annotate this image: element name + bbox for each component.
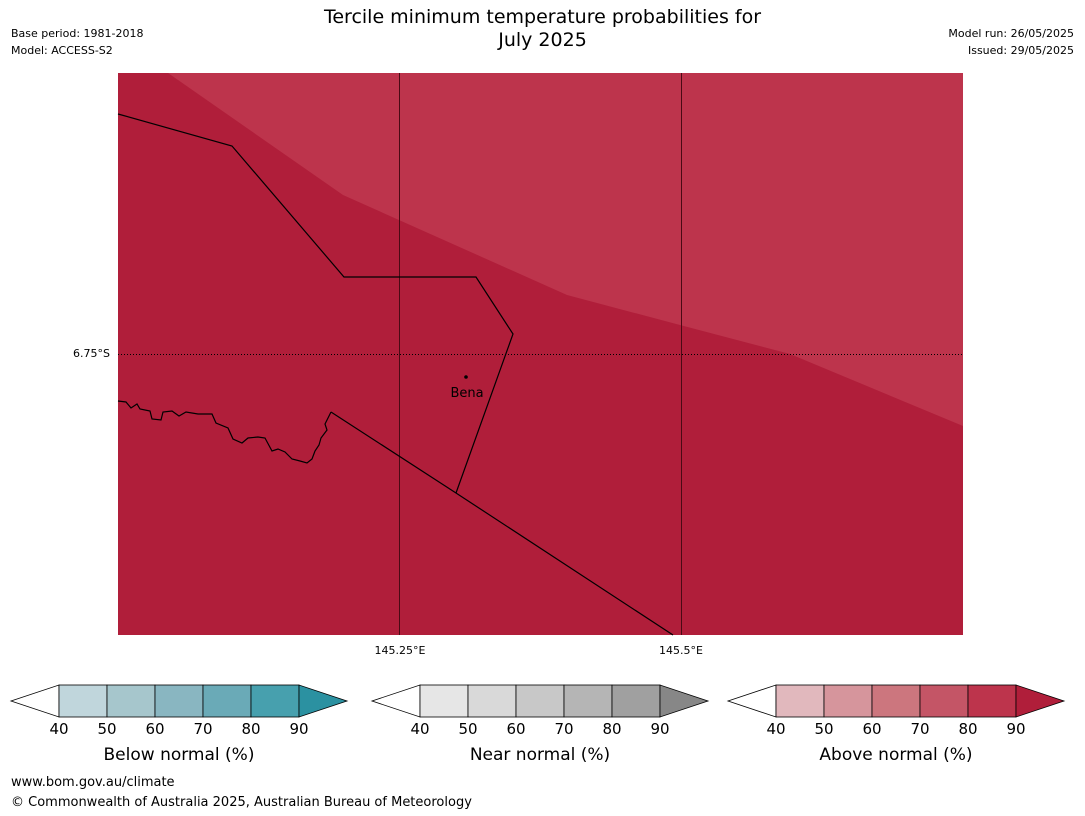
issued-text: Issued: 29/05/2025 (967, 44, 1074, 57)
colorbar-segment (967, 684, 1017, 718)
colorbar-tick-label: 60 (506, 720, 526, 738)
colorbar-high-extension (298, 684, 349, 718)
colorbar-segment (515, 684, 565, 718)
colorbar-tick-label: 70 (910, 720, 930, 738)
colorbar-segment (154, 684, 204, 718)
chart-title: Tercile minimum temperature probabilitie… (0, 6, 1085, 52)
colorbar-tick-label: 40 (410, 720, 430, 738)
bena-label: Bena (450, 386, 484, 401)
map-fill-above-70-80 (168, 73, 963, 426)
province-border-south (330, 411, 674, 636)
colorbar-segment (871, 684, 921, 718)
latitude-label: 6.75°S (73, 347, 110, 360)
colorbar-above-normal (726, 684, 1066, 718)
probability-map (117, 73, 963, 636)
colorbar-label-below: Below normal (%) (103, 745, 255, 765)
colorbar-segment (823, 684, 873, 718)
colorbar-tick-label: 70 (554, 720, 574, 738)
colorbar-near-normal (370, 684, 710, 718)
longitude-label-145-25: 145.25°E (374, 644, 426, 657)
colorbar-tick-label: 90 (650, 720, 670, 738)
colorbar-tick-label: 50 (814, 720, 834, 738)
colorbar-low-extension (726, 684, 777, 718)
colorbar-tick-label: 80 (241, 720, 261, 738)
colorbar-label-near: Near normal (%) (469, 745, 611, 765)
model-run-text: Model run: 26/05/2025 (948, 27, 1074, 40)
model-text: Model: ACCESS-S2 (11, 44, 113, 57)
metadata-left: Base period: 1981-2018 Model: ACCESS-S2 (11, 25, 143, 59)
colorbar-high-extension (1015, 684, 1066, 718)
colorbar-segment (250, 684, 300, 718)
colorbar-tick-label: 40 (766, 720, 786, 738)
colorbar-segment (419, 684, 469, 718)
colorbar-segment (563, 684, 613, 718)
colorbar-tick-label: 60 (145, 720, 165, 738)
longitude-label-145-5: 145.5°E (659, 644, 703, 657)
colorbar-tick-label: 80 (602, 720, 622, 738)
colorbar-segment (58, 684, 108, 718)
colorbar-low-extension (9, 684, 60, 718)
colorbar-tick-label: 40 (49, 720, 69, 738)
colorbar-segment (202, 684, 252, 718)
colorbar-tick-label: 70 (193, 720, 213, 738)
footer-copyright: © Commonwealth of Australia 2025, Austra… (11, 795, 472, 810)
colorbar-high-extension (659, 684, 710, 718)
colorbar-segment (919, 684, 969, 718)
colorbar-segment (467, 684, 517, 718)
footer-url: www.bom.gov.au/climate (11, 775, 175, 790)
title-line-1: Tercile minimum temperature probabilitie… (323, 6, 762, 28)
province-border-north (117, 113, 514, 494)
colorbar-tick-label: 80 (958, 720, 978, 738)
colorbar-segment (611, 684, 661, 718)
colorbar-tick-label: 90 (1006, 720, 1026, 738)
colorbar-label-above: Above normal (%) (819, 745, 973, 765)
colorbar-tick-label: 90 (289, 720, 309, 738)
colorbar-tick-label: 50 (458, 720, 478, 738)
province-border-west (117, 400, 332, 464)
bena-point (464, 375, 468, 379)
colorbar-segment (106, 684, 156, 718)
base-period-text: Base period: 1981-2018 (11, 27, 144, 40)
colorbars (9, 684, 1066, 718)
colorbar-low-extension (370, 684, 421, 718)
colorbar-tick-label: 60 (862, 720, 882, 738)
colorbar-segment (775, 684, 825, 718)
metadata-right: Model run: 26/05/2025 Issued: 29/05/2025 (948, 25, 1074, 59)
colorbar-below-normal (9, 684, 349, 718)
title-line-2: July 2025 (498, 29, 587, 51)
colorbar-tick-label: 50 (97, 720, 117, 738)
